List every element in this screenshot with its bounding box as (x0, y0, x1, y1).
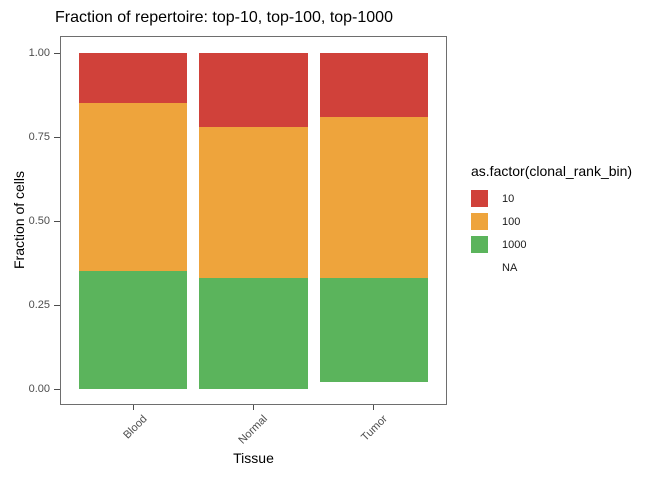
y-tick-mark (54, 52, 60, 54)
bar-segment-tumor-100 (319, 116, 428, 279)
chart-title: Fraction of repertoire: top-10, top-100,… (55, 9, 393, 26)
legend-row: 100 (471, 210, 632, 233)
legend-swatch-1000 (471, 236, 488, 253)
legend-row: 10 (471, 187, 632, 210)
legend: as.factor(clonal_rank_bin) 10 100 1000 NA (471, 163, 632, 279)
x-tick-mark (373, 405, 375, 410)
legend-swatch-100 (471, 213, 488, 230)
legend-row: NA (471, 256, 632, 279)
x-tick-label: Normal (236, 413, 270, 447)
x-axis-title: Tissue (233, 450, 274, 466)
legend-label: NA (502, 261, 518, 274)
x-tick-mark (132, 405, 134, 410)
y-tick-mark (54, 220, 60, 222)
bar-segment-normal-1000 (199, 278, 308, 389)
legend-swatch-na (471, 259, 488, 276)
legend-label: 1000 (502, 238, 527, 251)
y-tick-label: 0.00 (28, 382, 50, 395)
x-tick-mark (253, 405, 254, 410)
y-tick-mark (54, 136, 60, 138)
legend-swatch-10 (471, 190, 488, 207)
bar-segment-blood-100 (79, 103, 188, 272)
bar-segment-tumor-1000 (319, 278, 428, 383)
y-tick-label: 1.00 (28, 46, 50, 59)
bar-segment-blood-1000 (79, 271, 188, 389)
x-tick-label: Blood (121, 413, 150, 442)
bar-segment-tumor-10 (319, 53, 428, 117)
y-tick-label: 0.75 (28, 130, 50, 143)
legend-title: as.factor(clonal_rank_bin) (471, 163, 633, 179)
y-tick-mark (54, 388, 60, 390)
legend-label: 100 (502, 215, 521, 228)
y-tick-mark (54, 304, 60, 306)
x-tick-label: Tumor (359, 413, 391, 444)
bar-segment-normal-10 (199, 53, 308, 127)
legend-label: 10 (502, 192, 515, 205)
bar-segment-normal-100 (199, 126, 308, 279)
legend-row: 1000 (471, 233, 632, 256)
bar-segment-blood-10 (79, 53, 188, 104)
y-tick-label: 0.50 (28, 214, 50, 227)
y-tick-label: 0.25 (28, 298, 50, 311)
legend-rows: 10 100 1000 NA (471, 187, 632, 279)
bar-segment-tumor-na (319, 382, 428, 389)
